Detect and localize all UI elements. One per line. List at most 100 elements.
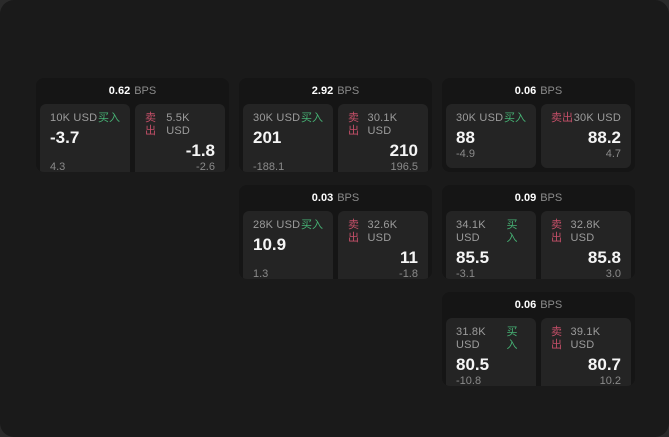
sell-sub-value: -2.6 [196,161,215,172]
sell-price: 88.2 [587,128,621,147]
spread-unit: BPS [540,85,563,97]
buy-quote-tile[interactable]: 34.1K USD 买入 85.5 -3.1 [446,211,536,279]
spread-value: 0.06 [514,299,537,311]
sell-price: 85.8 [587,248,621,267]
buy-amount: 30K USD [253,112,301,124]
buy-label: 买入 [506,326,518,351]
buy-sub-value: -10.8 [456,375,482,386]
spread-header: 0.06 BPS [442,292,635,318]
sell-label: 卖出 [348,219,359,244]
sell-label: 卖出 [551,219,562,244]
buy-label: 买入 [98,112,120,124]
spread-value: 2.92 [311,85,334,97]
quote-card-grid: 0.62 BPS 10K USD 买入 -3.7 4.3 卖出 5.5K USD [36,78,635,386]
buy-amount: 28K USD [253,219,301,231]
spread-value: 0.62 [108,85,131,97]
sell-quote-tile[interactable]: 卖出 30.1K USD 210 196.5 [338,104,428,172]
spread-header: 0.09 BPS [442,185,635,211]
quote-card: 2.92 BPS 30K USD 买入 201 -188.1 卖出 30.1K … [239,78,432,172]
buy-price: 88 [456,128,475,147]
buy-price: 85.5 [456,248,490,267]
spread-value: 0.03 [311,192,334,204]
buy-sub-value: 4.3 [50,161,66,172]
buy-sub-value: -188.1 [253,161,285,172]
quote-body: 10K USD 买入 -3.7 4.3 卖出 5.5K USD -1.8 -2.… [36,104,229,172]
spread-header: 0.62 BPS [36,78,229,104]
quote-card: 0.06 BPS 31.8K USD 买入 80.5 -10.8 卖出 39.1… [442,292,635,386]
buy-label: 买入 [301,219,323,231]
buy-quote-tile[interactable]: 28K USD 买入 10.9 1.3 [243,211,333,279]
buy-tile-header: 10K USD 买入 [50,112,120,125]
spread-value: 0.06 [514,85,537,97]
buy-tile-header: 28K USD 买入 [253,219,323,232]
sell-sub-value: 196.5 [390,161,418,172]
buy-price: 80.5 [456,355,490,374]
buy-quote-tile[interactable]: 10K USD 买入 -3.7 4.3 [40,104,130,172]
buy-tile-header: 30K USD 买入 [253,112,323,125]
buy-amount: 34.1K USD [456,219,486,244]
sell-tile-header: 卖出 5.5K USD [145,112,215,138]
quote-card: 0.06 BPS 30K USD 买入 88 -4.9 卖出 30K USD [442,78,635,172]
sell-quote-tile[interactable]: 卖出 32.6K USD 11 -1.8 [338,211,428,279]
spread-header: 0.06 BPS [442,78,635,104]
spread-unit: BPS [134,85,157,97]
buy-price: 201 [253,128,282,147]
spread-value: 0.09 [514,192,537,204]
quote-card: 0.09 BPS 34.1K USD 买入 85.5 -3.1 卖出 32.8K… [442,185,635,279]
quote-body: 34.1K USD 买入 85.5 -3.1 卖出 32.8K USD 85.8… [442,211,635,279]
sell-tile-header: 卖出 39.1K USD [551,326,621,352]
sell-label: 卖出 [348,112,359,137]
sell-amount: 5.5K USD [166,112,191,137]
spread-unit: BPS [337,192,360,204]
sell-quote-tile[interactable]: 卖出 30K USD 88.2 4.7 [541,104,631,168]
sell-quote-tile[interactable]: 卖出 5.5K USD -1.8 -2.6 [135,104,225,172]
sell-label: 卖出 [551,112,573,124]
sell-price: 210 [389,141,418,160]
buy-tile-header: 34.1K USD 买入 [456,219,526,245]
sell-price: 11 [400,248,418,267]
quote-body: 30K USD 买入 88 -4.9 卖出 30K USD 88.2 4.7 [442,104,635,172]
buy-tile-header: 30K USD 买入 [456,112,526,125]
sell-tile-header: 卖出 30.1K USD [348,112,418,138]
spread-unit: BPS [540,192,563,204]
sell-tile-header: 卖出 30K USD [551,112,621,125]
quote-body: 31.8K USD 买入 80.5 -10.8 卖出 39.1K USD 80.… [442,318,635,386]
sell-quote-tile[interactable]: 卖出 32.8K USD 85.8 3.0 [541,211,631,279]
buy-sub-value: 1.3 [253,268,269,279]
buy-label: 买入 [301,112,323,124]
buy-label: 买入 [504,112,526,124]
sell-label: 卖出 [551,326,562,351]
buy-amount: 30K USD [456,112,504,124]
sell-quote-tile[interactable]: 卖出 39.1K USD 80.7 10.2 [541,318,631,386]
buy-quote-tile[interactable]: 31.8K USD 买入 80.5 -10.8 [446,318,536,386]
buy-label: 买入 [506,219,518,244]
sell-amount: 39.1K USD [570,326,601,351]
sell-sub-value: -1.8 [399,268,418,279]
buy-sub-value: -3.1 [456,268,475,279]
buy-price: -3.7 [50,128,80,147]
buy-tile-header: 31.8K USD 买入 [456,326,526,352]
spread-header: 2.92 BPS [239,78,432,104]
quote-body: 28K USD 买入 10.9 1.3 卖出 32.6K USD 11 -1.8 [239,211,432,279]
sell-price: 80.7 [587,355,621,374]
buy-amount: 31.8K USD [456,326,486,351]
buy-quote-tile[interactable]: 30K USD 买入 88 -4.9 [446,104,536,168]
buy-price: 10.9 [253,235,287,254]
buy-sub-value: -4.9 [456,148,475,160]
sell-amount: 30.1K USD [367,112,398,137]
sell-label: 卖出 [145,112,156,137]
buy-amount: 10K USD [50,112,98,124]
sell-tile-header: 卖出 32.8K USD [551,219,621,245]
sell-amount: 30K USD [573,112,621,124]
spread-header: 0.03 BPS [239,185,432,211]
quote-card: 0.62 BPS 10K USD 买入 -3.7 4.3 卖出 5.5K USD [36,78,229,172]
buy-quote-tile[interactable]: 30K USD 买入 201 -188.1 [243,104,333,172]
sell-amount: 32.6K USD [367,219,398,244]
sell-tile-header: 卖出 32.6K USD [348,219,418,245]
spread-unit: BPS [540,299,563,311]
sell-sub-value: 3.0 [605,268,621,279]
sell-sub-value: 4.7 [605,148,621,160]
sell-sub-value: 10.2 [599,375,621,386]
sell-price: -1.8 [185,141,215,160]
